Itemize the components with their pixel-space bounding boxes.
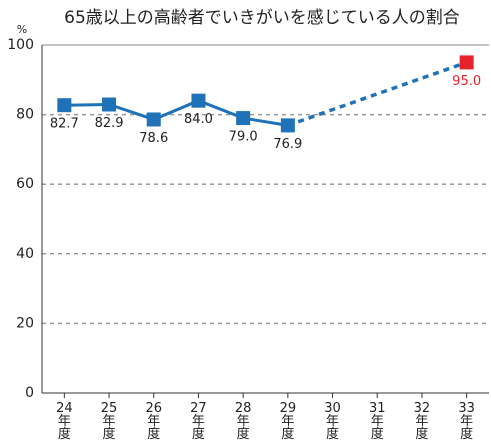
y-axis-label: %: [17, 23, 27, 36]
x-tick-label: 27年度: [190, 401, 207, 442]
projection-line: [287, 60, 468, 128]
marker: [102, 97, 117, 112]
y-tick-label: 80: [16, 107, 34, 123]
y-tick-label: 40: [16, 246, 34, 262]
data-label: 82.9: [95, 116, 124, 131]
marker: [191, 93, 206, 108]
x-tick-label: 33年度: [458, 401, 475, 442]
y-tick-label: 0: [25, 385, 34, 401]
data-label: 84.0: [184, 112, 213, 127]
x-tick-label: 30年度: [324, 401, 341, 442]
x-tick-label: 31年度: [368, 401, 386, 442]
x-tick-label: 28年度: [234, 401, 252, 442]
x-tick-label: 29年度: [279, 401, 297, 442]
marker: [57, 98, 72, 113]
line: [64, 99, 289, 127]
y-tick-label: 100: [7, 37, 34, 53]
x-tick-label: 25年度: [100, 401, 118, 442]
x-tick-label: 32年度: [413, 401, 431, 442]
data-label: 76.9: [273, 137, 302, 152]
marker: [236, 111, 251, 126]
data-label: 78.6: [139, 131, 168, 146]
data-label: 95.0: [452, 74, 481, 89]
y-tick-label: 20: [16, 315, 34, 331]
marker: [459, 55, 474, 70]
marker: [280, 118, 295, 133]
data-label: 82.7: [50, 117, 79, 132]
x-tick-label: 24年度: [56, 401, 73, 442]
y-tick-label: 60: [16, 176, 34, 192]
marker: [146, 112, 161, 127]
x-tick-label: 26年度: [145, 401, 163, 442]
chart-title: 65歳以上の高齢者でいきがいを感じている人の割合: [64, 8, 460, 28]
data-label: 79.0: [229, 130, 258, 145]
